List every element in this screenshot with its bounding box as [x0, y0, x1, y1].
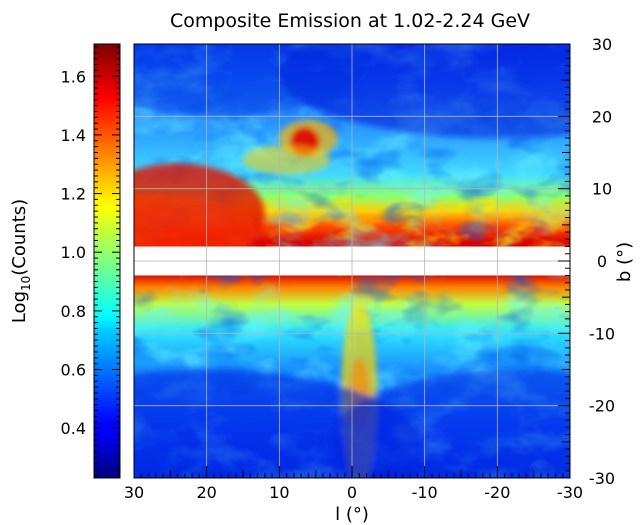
y-tick-label: -30	[589, 469, 615, 488]
colorbar: 1.6 1.4 1.2 1.0 0.8 0.6 0.4 Log10(Counts)	[9, 44, 120, 478]
colorbar-label: Log10(Counts)	[9, 199, 33, 323]
y-axis-label: b (°)	[614, 242, 635, 282]
x-tick-label: -30	[557, 483, 583, 502]
x-tick-label: 0	[347, 483, 357, 502]
y-tick-label: 0	[597, 252, 607, 271]
x-tick-label: -10	[412, 483, 438, 502]
y-tick-label: 30	[592, 35, 612, 54]
x-tick-label: -20	[484, 483, 510, 502]
x-axis-label: l (°)	[335, 504, 369, 525]
y-tick-label: 20	[592, 107, 612, 126]
colorbar-tick-label: 0.6	[61, 361, 86, 380]
x-tick-label: 30	[124, 483, 144, 502]
colorbar-tick-label: 1.6	[61, 67, 86, 86]
y-tick-label: 10	[592, 180, 612, 199]
colorbar-tick-label: 1.0	[61, 243, 86, 262]
colorbar-tick-labels: 1.6 1.4 1.2 1.0 0.8 0.6 0.4	[61, 67, 86, 438]
colorbar-tick-label: 0.4	[61, 419, 86, 438]
colorbar-gradient	[94, 44, 120, 478]
y-tick-label: -20	[589, 397, 615, 416]
x-tick-label: 10	[269, 483, 289, 502]
chart-title: Composite Emission at 1.02-2.24 GeV	[170, 10, 530, 32]
colorbar-tick-label: 1.2	[61, 185, 86, 204]
y-tick-label: -10	[589, 324, 615, 343]
x-tick-label: 20	[196, 483, 216, 502]
colorbar-tick-label: 1.4	[61, 126, 86, 145]
colorbar-tick-label: 0.8	[61, 302, 86, 321]
